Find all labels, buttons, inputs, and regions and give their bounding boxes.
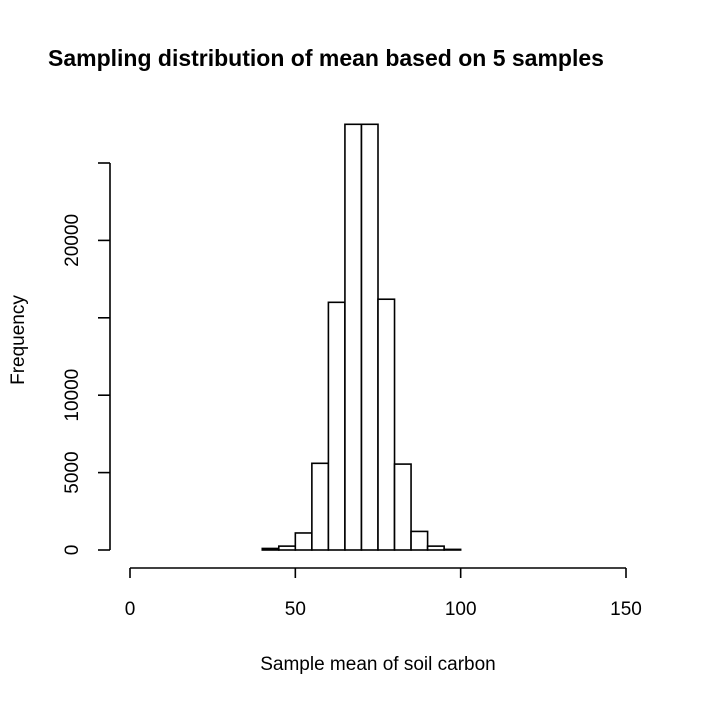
bars-group — [261, 123, 462, 551]
y-tick-label: 10000 — [62, 369, 83, 422]
histogram-bar — [443, 548, 462, 551]
y-tick-label: 5000 — [62, 451, 83, 493]
histogram-bar — [377, 298, 396, 551]
histogram-bar — [261, 547, 280, 551]
histogram-bar — [344, 123, 363, 551]
x-tick-label: 0 — [125, 599, 136, 620]
y-axis: 0 5000 10000 20000 — [62, 162, 111, 556]
chart-title: Sampling distribution of mean based on 5… — [48, 45, 604, 71]
histogram-bar — [360, 123, 379, 551]
histogram-bar — [393, 463, 412, 551]
y-tick-label: 0 — [62, 545, 83, 556]
histogram-bar — [294, 532, 313, 551]
y-tick-label: 20000 — [62, 214, 83, 267]
x-axis-label: Sample mean of soil carbon — [260, 654, 496, 675]
x-tick-label: 50 — [285, 599, 306, 620]
histogram-bar — [311, 462, 330, 551]
x-tick-label: 100 — [445, 599, 477, 620]
x-tick-label: 150 — [610, 599, 642, 620]
histogram-bar — [327, 301, 346, 551]
histogram-bar — [410, 530, 429, 551]
y-axis-label: Frequency — [8, 295, 29, 385]
histogram-bar — [277, 545, 297, 551]
x-axis: 0 50 100 150 — [125, 567, 642, 620]
histogram-bar — [426, 545, 445, 551]
